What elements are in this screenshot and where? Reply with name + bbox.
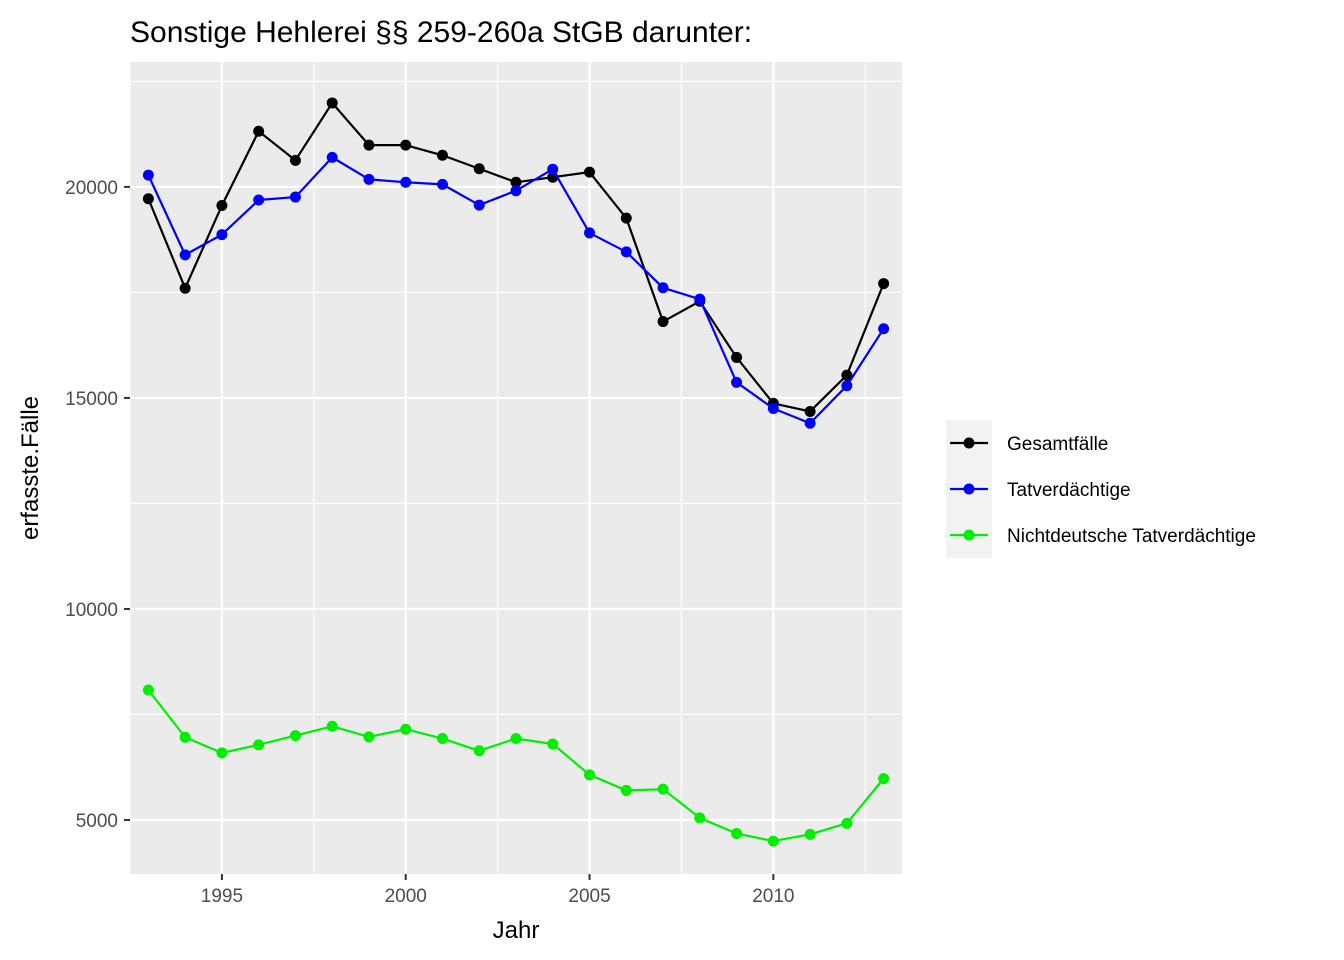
data-point-0 xyxy=(142,193,154,205)
data-point-0 xyxy=(841,369,853,381)
data-point-0 xyxy=(473,163,485,175)
chart-title: Sonstige Hehlerei §§ 259-260a StGB darun… xyxy=(130,16,752,49)
x-tick-label: 2005 xyxy=(568,886,610,907)
data-point-2 xyxy=(436,733,448,745)
y-axis-title: erfasste.Fälle xyxy=(17,396,44,540)
data-point-1 xyxy=(142,169,154,181)
data-point-0 xyxy=(326,97,338,109)
legend-key-point xyxy=(963,529,975,541)
series-layer xyxy=(142,97,890,847)
data-point-2 xyxy=(694,812,706,824)
data-point-2 xyxy=(804,828,816,840)
data-point-1 xyxy=(436,178,448,190)
x-tick-label: 2010 xyxy=(752,886,794,907)
data-point-1 xyxy=(253,194,265,206)
data-point-2 xyxy=(473,745,485,757)
data-point-1 xyxy=(400,176,412,188)
data-point-0 xyxy=(179,282,191,294)
data-point-1 xyxy=(473,199,485,211)
x-axis: 1995 2000 2005 2010 xyxy=(201,874,794,907)
data-point-1 xyxy=(804,417,816,429)
data-point-0 xyxy=(878,278,890,290)
data-point-0 xyxy=(804,405,816,417)
y-axis: 5000 10000 15000 20000 xyxy=(65,178,130,832)
data-point-2 xyxy=(326,720,338,732)
data-point-2 xyxy=(657,783,669,795)
data-point-2 xyxy=(878,773,890,785)
legend-label: Tatverdächtige xyxy=(1007,480,1131,501)
data-point-2 xyxy=(731,827,743,839)
data-point-2 xyxy=(363,731,375,743)
legend-key-point xyxy=(963,437,975,449)
data-point-1 xyxy=(547,163,559,175)
data-point-1 xyxy=(767,402,779,414)
data-point-2 xyxy=(142,684,154,696)
data-point-2 xyxy=(767,835,779,847)
data-point-2 xyxy=(841,817,853,829)
data-point-2 xyxy=(400,723,412,735)
y-tick-label: 15000 xyxy=(65,389,118,410)
data-point-0 xyxy=(253,125,265,137)
data-point-1 xyxy=(620,246,632,258)
y-tick-label: 5000 xyxy=(76,811,118,832)
data-point-1 xyxy=(289,191,301,203)
data-point-1 xyxy=(216,229,228,241)
data-point-2 xyxy=(510,733,522,745)
data-point-2 xyxy=(547,738,559,750)
y-tick-label: 20000 xyxy=(65,178,118,199)
data-point-0 xyxy=(400,139,412,151)
data-point-0 xyxy=(657,316,669,328)
legend-key-point xyxy=(963,483,975,495)
data-point-0 xyxy=(510,176,522,188)
data-point-2 xyxy=(179,731,191,743)
data-point-1 xyxy=(584,227,596,239)
data-point-2 xyxy=(620,784,632,796)
x-tick-label: 1995 xyxy=(201,886,243,907)
data-point-1 xyxy=(363,173,375,185)
legend: Gesamtfälle Tatverdächtige Nichtdeutsche T… xyxy=(946,420,1256,558)
data-point-1 xyxy=(841,380,853,392)
data-point-0 xyxy=(731,351,743,363)
x-axis-title: Jahr xyxy=(493,917,540,944)
data-point-2 xyxy=(253,739,265,751)
x-tick-label: 2000 xyxy=(385,886,427,907)
data-point-2 xyxy=(584,769,596,781)
data-point-1 xyxy=(694,293,706,305)
data-point-1 xyxy=(878,323,890,335)
grid-major xyxy=(130,62,902,874)
data-point-2 xyxy=(289,730,301,742)
data-point-0 xyxy=(620,212,632,224)
data-point-0 xyxy=(363,139,375,151)
data-point-1 xyxy=(179,249,191,261)
data-point-1 xyxy=(326,151,338,163)
legend-label: Gesamtfälle xyxy=(1007,434,1108,455)
data-point-0 xyxy=(216,199,228,211)
data-point-0 xyxy=(584,166,596,178)
data-point-1 xyxy=(731,376,743,388)
data-point-2 xyxy=(216,747,228,759)
data-point-1 xyxy=(657,282,669,294)
legend-label: Nichtdeutsche Tatverdächtige xyxy=(1007,526,1256,547)
data-point-0 xyxy=(436,149,448,161)
data-point-0 xyxy=(289,154,301,166)
data-point-1 xyxy=(510,185,522,197)
y-tick-label: 10000 xyxy=(65,600,118,621)
